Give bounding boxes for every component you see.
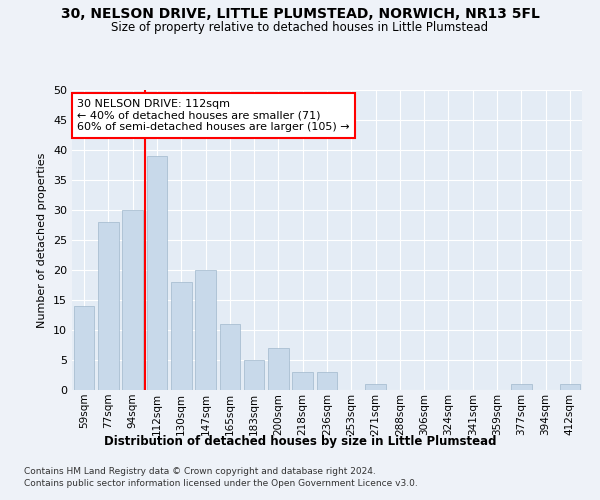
Bar [171,282,191,390]
Bar [365,384,386,390]
Bar [560,384,580,390]
Bar [244,360,265,390]
Bar [220,324,240,390]
Bar [74,306,94,390]
Bar [317,372,337,390]
Bar [511,384,532,390]
Text: Contains HM Land Registry data © Crown copyright and database right 2024.: Contains HM Land Registry data © Crown c… [24,467,376,476]
Text: 30, NELSON DRIVE, LITTLE PLUMSTEAD, NORWICH, NR13 5FL: 30, NELSON DRIVE, LITTLE PLUMSTEAD, NORW… [61,8,539,22]
Bar [268,348,289,390]
Text: 30 NELSON DRIVE: 112sqm
← 40% of detached houses are smaller (71)
60% of semi-de: 30 NELSON DRIVE: 112sqm ← 40% of detache… [77,99,350,132]
Bar [146,156,167,390]
Y-axis label: Number of detached properties: Number of detached properties [37,152,47,328]
Text: Distribution of detached houses by size in Little Plumstead: Distribution of detached houses by size … [104,435,496,448]
Bar [195,270,216,390]
Bar [122,210,143,390]
Text: Contains public sector information licensed under the Open Government Licence v3: Contains public sector information licen… [24,478,418,488]
Bar [292,372,313,390]
Bar [98,222,119,390]
Text: Size of property relative to detached houses in Little Plumstead: Size of property relative to detached ho… [112,21,488,34]
